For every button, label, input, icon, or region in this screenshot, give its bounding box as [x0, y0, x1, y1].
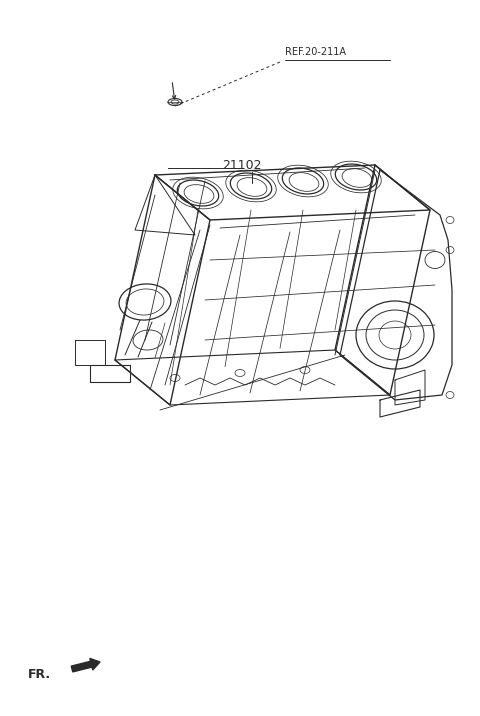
Text: 21102: 21102 — [222, 158, 262, 172]
Text: FR.: FR. — [28, 667, 51, 680]
FancyArrow shape — [71, 658, 100, 672]
Text: REF.20-211A: REF.20-211A — [285, 47, 346, 57]
